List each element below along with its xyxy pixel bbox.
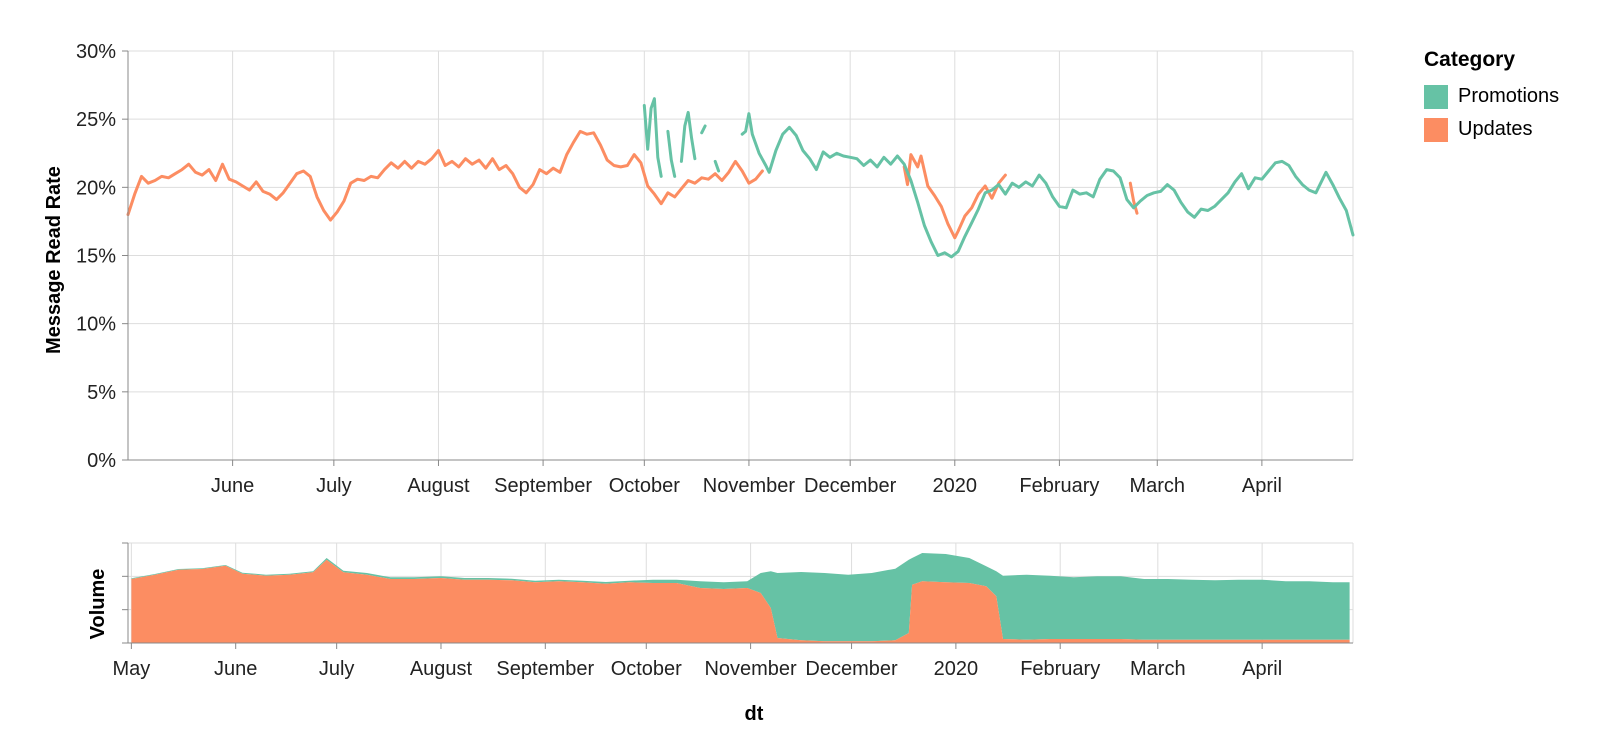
- legend-swatch-updates: [1424, 117, 1448, 142]
- x-tick-label: April: [1242, 475, 1282, 497]
- x-tick-label: July: [319, 658, 355, 680]
- series-line-promotions: [666, 129, 677, 178]
- x-tick-label: February: [1019, 475, 1099, 497]
- x-tick-label: December: [804, 475, 897, 497]
- x-tick-label: November: [704, 658, 797, 680]
- area-updates: [131, 559, 1350, 643]
- series-line-promotions: [713, 159, 721, 173]
- x-tick-label: February: [1020, 658, 1100, 680]
- top-series-lines: [126, 97, 1355, 259]
- series-line-updates: [902, 153, 1007, 240]
- x-tick-label: April: [1242, 658, 1282, 680]
- y-tick-label: 15%: [76, 246, 116, 268]
- x-tick-label: September: [494, 475, 592, 497]
- x-tick-label: 2020: [934, 658, 979, 680]
- y-tick-label: 20%: [76, 177, 116, 199]
- x-tick-label: October: [611, 658, 682, 680]
- bottom-series-areas: [131, 553, 1350, 643]
- series-line-promotions: [700, 124, 707, 135]
- x-tick-label: August: [407, 475, 470, 497]
- area-promotions: [131, 553, 1350, 642]
- y-tick-label: 0%: [87, 450, 116, 472]
- volume-axis-title: Volume: [87, 569, 109, 640]
- x-tick-label: 2020: [933, 475, 978, 497]
- y-tick-label: 10%: [76, 314, 116, 336]
- y-tick-label: 5%: [87, 382, 116, 404]
- legend-label-updates: Updates: [1458, 118, 1533, 140]
- bottom-axes: May June July August September October Novembe…: [112, 542, 1353, 680]
- series-line-updates: [1128, 181, 1139, 215]
- x-tick-label: December: [805, 658, 898, 680]
- legend-item-promotions: Promotions: [1424, 80, 1559, 113]
- top-axes: 0% 5% 10% 15% 20% 25% 30% June July August Septemb…: [76, 41, 1353, 497]
- x-tick-label: October: [609, 475, 680, 497]
- series-line-promotions: [740, 112, 1355, 259]
- read-rate-line-chart: 0% 5% 10% 15% 20% 25% 30% June July August Septemb…: [43, 41, 1355, 497]
- x-axis-title: dt: [745, 703, 764, 725]
- series-line-updates: [126, 129, 764, 222]
- x-tick-label: September: [496, 658, 594, 680]
- series-line-promotions: [642, 97, 663, 178]
- legend-swatch-promotions: [1424, 84, 1448, 109]
- x-tick-label: June: [211, 475, 254, 497]
- y-tick-label: 30%: [76, 41, 116, 63]
- y-tick-label: 25%: [76, 109, 116, 131]
- x-tick-label: August: [410, 658, 473, 680]
- legend-title: Category: [1424, 48, 1516, 71]
- x-tick-label: July: [316, 475, 352, 497]
- x-tick-label: March: [1129, 475, 1185, 497]
- x-tick-label: May: [112, 658, 150, 680]
- x-tick-label: November: [703, 475, 796, 497]
- legend: Category Promotions Updates: [1424, 48, 1559, 146]
- y-axis-title: Message Read Rate: [43, 166, 65, 354]
- x-tick-label: June: [214, 658, 257, 680]
- legend-label-promotions: Promotions: [1458, 85, 1560, 107]
- top-grid: [128, 50, 1354, 461]
- legend-item-updates: Updates: [1424, 113, 1559, 146]
- series-line-promotions: [679, 110, 697, 163]
- volume-area-chart: May June July August September October Novembe…: [87, 542, 1354, 725]
- x-tick-label: March: [1130, 658, 1186, 680]
